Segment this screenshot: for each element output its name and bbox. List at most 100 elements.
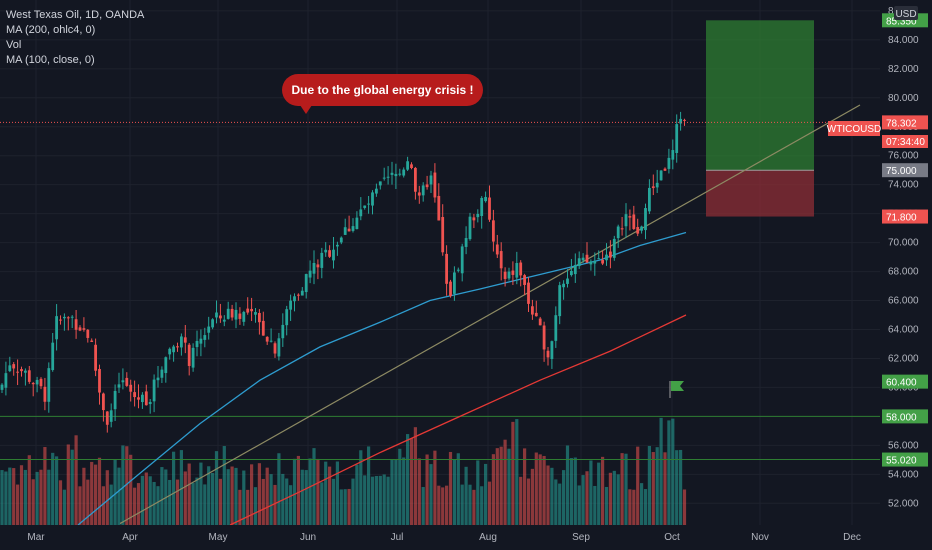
price-tag	[882, 209, 928, 224]
volume-bar	[655, 447, 659, 525]
candle-body	[234, 309, 238, 320]
volume-bar	[390, 459, 394, 525]
time-tick-label: Jun	[300, 532, 316, 543]
volume-bar	[250, 464, 254, 525]
volume-bar	[101, 486, 105, 525]
volume-bar	[222, 446, 226, 525]
candle-body	[129, 384, 133, 392]
trend-line[interactable]	[119, 104, 861, 525]
candle-body	[324, 249, 328, 253]
candle-body	[144, 391, 148, 406]
candle-body	[449, 281, 452, 297]
stop-zone[interactable]	[706, 170, 814, 217]
time-tick-label: Sep	[572, 532, 590, 543]
horizontal-lines[interactable]	[0, 415, 880, 461]
time-tick-label: Jul	[391, 532, 404, 543]
volume-bar	[339, 489, 343, 525]
volume-bar	[651, 452, 655, 525]
volume-bar	[183, 471, 187, 525]
candle-body	[542, 325, 546, 350]
candle-body	[66, 317, 70, 319]
volume-bar	[136, 483, 141, 525]
volume-bar	[160, 467, 164, 525]
candle-body	[289, 300, 292, 310]
volume-bar	[273, 484, 277, 525]
candle-body	[180, 336, 183, 348]
candle-body	[612, 238, 616, 258]
candle-body	[94, 344, 97, 371]
candle-body	[589, 261, 593, 265]
currency-badge[interactable]: USD	[894, 6, 918, 20]
price-tags: 85.350 78.302 75.000 71.800 60.400 58.000 55.0…	[882, 13, 928, 467]
volume-bar	[66, 444, 70, 525]
volume-bar	[604, 486, 609, 525]
candle-body	[511, 270, 515, 275]
candle-body	[172, 346, 175, 353]
volume-bar	[191, 482, 195, 525]
candle-body	[558, 285, 562, 317]
volume-bar	[265, 467, 269, 525]
volume-bar	[663, 452, 667, 525]
candle-body	[98, 368, 101, 393]
candle-body	[671, 150, 675, 160]
volume-bar	[187, 463, 191, 525]
volume-bar	[487, 481, 492, 525]
volume-bar	[550, 467, 554, 525]
candle-body	[636, 227, 640, 234]
candle-body	[523, 275, 526, 285]
volume-bar	[386, 476, 390, 525]
volume-legend[interactable]: Vol	[6, 39, 22, 51]
volume-bar	[129, 454, 133, 525]
time-axis[interactable]: Mar Apr May Jun Jul Aug Sep Oct Nov Dec	[0, 525, 932, 550]
volume-bar	[156, 486, 160, 525]
price-tag-label: 71.800	[886, 213, 917, 224]
volume-bars	[0, 417, 687, 525]
volume-bar	[226, 469, 230, 525]
callout-note[interactable]: Due to the global energy crisis !	[282, 74, 483, 106]
volume-bar	[125, 446, 129, 525]
volume-bar	[503, 439, 507, 525]
candle-body	[351, 226, 355, 231]
candle-body	[31, 382, 35, 385]
ma100-legend[interactable]: MA (100, close, 0)	[6, 54, 95, 66]
volume-bar	[121, 445, 125, 525]
candle-body	[398, 173, 402, 175]
volume-bar	[624, 453, 628, 525]
volume-bar	[19, 465, 24, 525]
candle-body	[336, 244, 339, 247]
candle-body	[141, 394, 144, 403]
volume-bar	[238, 489, 242, 525]
volume-bar	[515, 419, 519, 525]
volume-bar	[78, 486, 82, 525]
price-tick-label: 54.000	[888, 469, 919, 480]
volume-bar	[363, 475, 367, 525]
volume-bar	[175, 479, 180, 525]
candle-body	[242, 311, 246, 322]
candle-body	[410, 164, 413, 169]
price-axis[interactable]: 52.00054.00056.00058.00060.00062.00064.0…	[880, 0, 932, 525]
candle-body	[183, 337, 187, 343]
volume-bar	[378, 475, 382, 525]
target-zone[interactable]	[706, 20, 814, 171]
volume-bar	[312, 448, 316, 525]
volume-bar	[152, 481, 156, 525]
candle-body	[273, 343, 277, 354]
volume-bar	[308, 458, 312, 525]
volume-bar	[47, 469, 51, 525]
volume-bar	[589, 460, 593, 525]
long-position-tool[interactable]	[706, 20, 814, 217]
candle-body	[659, 170, 663, 181]
price-tick-label: 52.000	[888, 498, 919, 509]
volume-bar	[456, 453, 460, 525]
ma200-legend[interactable]: MA (200, ohlc4, 0)	[6, 24, 96, 36]
volume-bar	[113, 459, 117, 525]
candle-body	[667, 157, 671, 169]
volume-bar	[343, 489, 347, 525]
symbol-title[interactable]: West Texas Oil, 1D, OANDA	[6, 9, 145, 21]
candle-body	[74, 319, 78, 330]
candle-body	[640, 226, 643, 231]
flag-icon[interactable]	[669, 381, 684, 398]
candle-body	[628, 216, 632, 218]
candle-body	[86, 329, 90, 338]
